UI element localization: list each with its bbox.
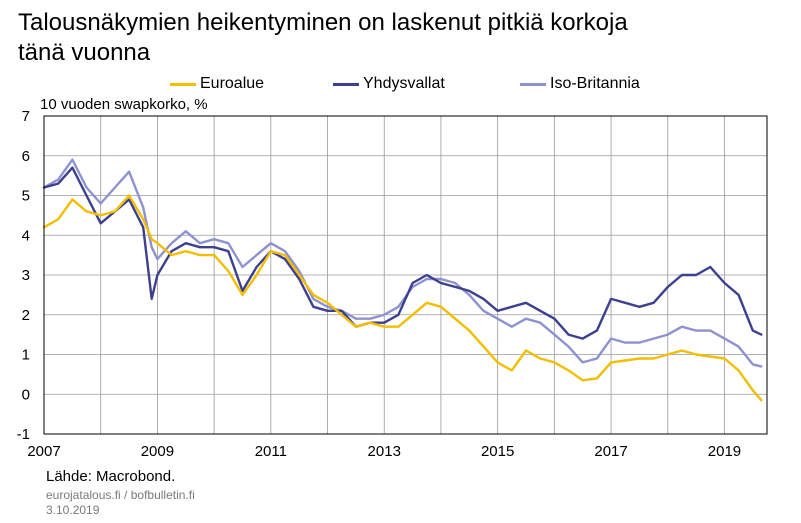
chart-legend: Euroalue Yhdysvallat Iso-Britannia (0, 72, 801, 96)
site-note: eurojatalous.fi / bofbulletin.fi (46, 488, 195, 502)
legend-label-euroalue: Euroalue (200, 75, 265, 92)
plot-frame (43, 115, 768, 435)
series-lines (42, 158, 763, 402)
x-tick-label: 2009 (141, 443, 174, 460)
y-tick-label: -1 (17, 426, 30, 443)
x-tick-label: 2007 (27, 443, 60, 460)
y-tick-label: 2 (22, 307, 30, 324)
x-tick-label: 2015 (481, 443, 514, 460)
y-tick-label: 3 (22, 267, 30, 284)
x-tick-label: 2017 (594, 443, 627, 460)
date-note: 3.10.2019 (46, 503, 100, 517)
x-tick-label: 2019 (708, 443, 741, 460)
legend-swatch-iso-britannia (520, 82, 546, 86)
legend-item-iso-britannia: Iso-Britannia (520, 72, 640, 96)
legend-label-yhdysvallat: Yhdysvallat (363, 75, 445, 92)
legend-item-euroalue: Euroalue (170, 72, 264, 96)
legend-swatch-euroalue (170, 82, 196, 86)
y-tick-label: 5 (22, 188, 30, 205)
legend-item-yhdysvallat: Yhdysvallat (333, 72, 445, 96)
source-note: Lähde: Macrobond. (46, 468, 176, 485)
y-axis-unit-label: 10 vuoden swapkorko, % (40, 96, 208, 113)
legend-swatch-yhdysvallat (333, 82, 359, 86)
y-tick-label: 7 (22, 108, 30, 125)
y-tick-label: 6 (22, 148, 30, 165)
chart-title: Talousnäkymien heikentyminen on laskenut… (18, 9, 628, 66)
series-line-iso-britannia (42, 158, 763, 368)
legend-label-iso-britannia: Iso-Britannia (550, 75, 640, 92)
y-tick-label: 4 (22, 227, 30, 244)
grid-lines (43, 115, 767, 435)
chart-axes: -1 0 1 2 3 4 5 6 7 2007 2009 2011 2013 2015 2017 2019 (17, 108, 768, 460)
y-tick-label: 1 (22, 347, 30, 364)
x-tick-label: 2013 (368, 443, 401, 460)
y-tick-label: 0 (22, 386, 30, 403)
x-tick-label: 2011 (255, 443, 287, 460)
series-line-yhdysvallat (42, 166, 763, 340)
